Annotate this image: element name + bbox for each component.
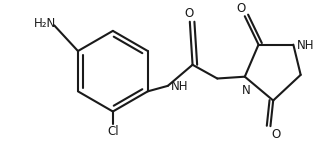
Text: O: O: [184, 7, 194, 20]
Text: NH: NH: [171, 80, 188, 93]
Text: H₂N: H₂N: [34, 17, 56, 30]
Text: N: N: [242, 84, 251, 97]
Text: Cl: Cl: [107, 125, 119, 138]
Text: O: O: [236, 2, 246, 15]
Text: O: O: [271, 128, 281, 141]
Text: NH: NH: [297, 39, 314, 52]
